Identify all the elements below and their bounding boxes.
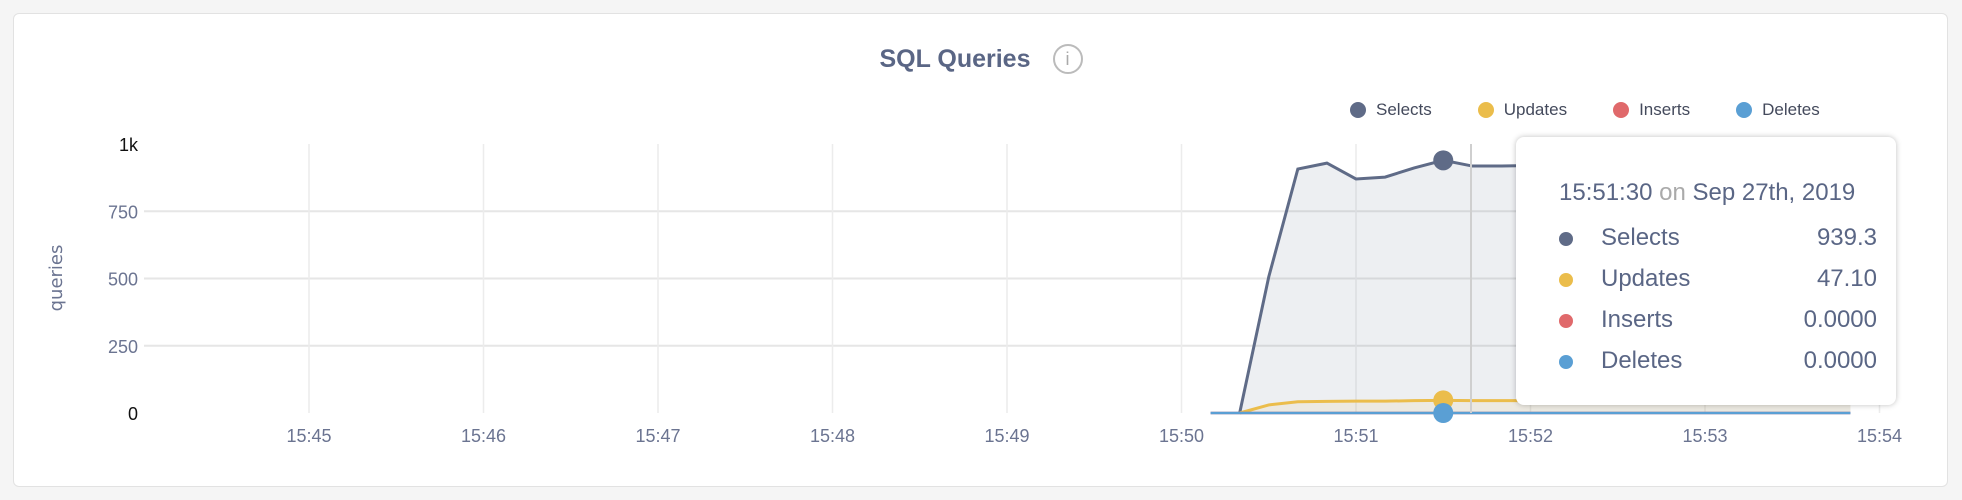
tooltip-time: 15:51:30 — [1559, 179, 1653, 206]
legend-label: Inserts — [1639, 100, 1691, 119]
legend: Selects Updates Inserts Deletes — [1350, 100, 1866, 120]
chart-header: SQL Queries i — [0, 44, 1962, 75]
x-tick-label: 15:46 — [461, 426, 506, 446]
tooltip-value: 0.0000 — [1803, 347, 1877, 374]
legend-label: Selects — [1376, 100, 1432, 119]
highlight-point-selects — [1433, 150, 1454, 171]
legend-label: Deletes — [1762, 100, 1820, 119]
legend-dot-icon — [1613, 102, 1630, 118]
info-icon[interactable]: i — [1052, 44, 1083, 75]
legend-dot-icon — [1350, 102, 1366, 118]
y-tick-label: 1k — [119, 135, 139, 155]
legend-item-selects[interactable]: Selects — [1350, 100, 1432, 120]
chart-title: SQL Queries — [879, 44, 1031, 73]
legend-dot-icon — [1736, 102, 1753, 118]
tooltip-row-inserts: Inserts 0.0000 — [1559, 306, 1877, 336]
y-tick-label: 750 — [108, 202, 138, 222]
tooltip-header: 15:51:30 on Sep 27th, 2019 — [1559, 179, 1855, 207]
x-tick-label: 15:45 — [286, 426, 331, 446]
tooltip-label: Inserts — [1601, 306, 1674, 333]
tooltip-row-selects: Selects 939.3 — [1559, 224, 1877, 254]
tooltip-value: 939.3 — [1816, 224, 1877, 251]
selects-dot-icon — [1559, 232, 1573, 246]
tooltip-date: Sep 27th, 2019 — [1692, 179, 1856, 206]
highlight-point-deletes — [1433, 403, 1454, 423]
x-tick-label: 15:48 — [810, 426, 855, 446]
y-tick-label: 250 — [108, 337, 138, 357]
x-tick-label: 15:47 — [635, 426, 680, 446]
legend-item-inserts[interactable]: Inserts — [1613, 100, 1690, 120]
x-tick-label: 15:50 — [1159, 426, 1204, 446]
tooltip-label: Deletes — [1601, 347, 1683, 374]
y-tick-label: 500 — [108, 270, 138, 290]
x-tick-label: 15:54 — [1857, 426, 1902, 446]
x-tick-label: 15:52 — [1508, 426, 1553, 446]
inserts-dot-icon — [1559, 314, 1573, 328]
legend-label: Updates — [1503, 100, 1568, 119]
x-tick-label: 15:51 — [1333, 426, 1378, 446]
tooltip-label: Updates — [1601, 265, 1691, 292]
tooltip-value: 47.10 — [1816, 265, 1877, 292]
tooltip-row-deletes: Deletes 0.0000 — [1559, 347, 1877, 377]
tooltip-label: Selects — [1601, 224, 1680, 251]
tooltip: 15:51:30 on Sep 27th, 2019 Selects 939.3 … — [1516, 137, 1896, 405]
tooltip-on: on — [1659, 179, 1686, 206]
x-tick-label: 15:49 — [984, 426, 1029, 446]
deletes-dot-icon — [1559, 355, 1573, 369]
legend-dot-icon — [1477, 102, 1494, 118]
legend-item-updates[interactable]: Updates — [1477, 100, 1568, 120]
y-tick-label: 0 — [128, 404, 138, 424]
tooltip-value: 0.0000 — [1803, 306, 1877, 333]
legend-item-deletes[interactable]: Deletes — [1736, 100, 1820, 120]
tooltip-row-updates: Updates 47.10 — [1559, 265, 1877, 295]
y-axis-label: queries — [46, 245, 67, 312]
updates-dot-icon — [1559, 273, 1573, 287]
x-tick-label: 15:53 — [1682, 426, 1727, 446]
